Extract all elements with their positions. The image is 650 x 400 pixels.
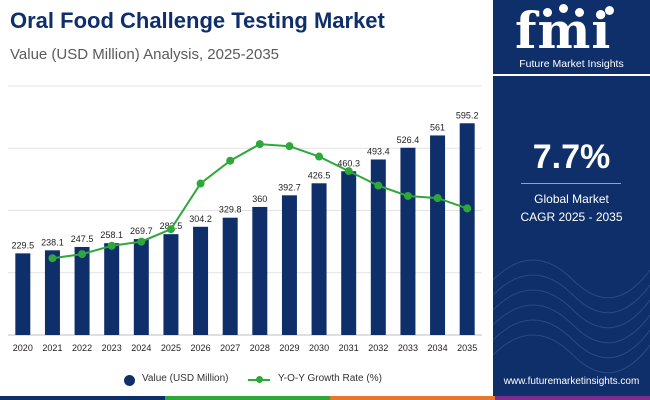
bar-value-label: 258.1: [100, 230, 123, 240]
logo-divider: [493, 74, 650, 76]
x-tick-label: 2031: [339, 343, 359, 353]
bar: [459, 123, 475, 335]
website-link[interactable]: www.futuremarketinsights.com: [503, 376, 640, 387]
logo-name: Future Market Insights: [519, 58, 624, 70]
brand-logo[interactable]: fmi Future Market Insights: [493, 0, 650, 74]
growth-point: [137, 237, 146, 246]
growth-point: [226, 156, 235, 165]
growth-point: [285, 142, 294, 151]
x-tick-label: 2028: [250, 343, 270, 353]
bar-value-label: 304.2: [189, 214, 212, 224]
growth-point: [255, 140, 264, 149]
side-panel: fmi Future Market Insights 7.7% Global M…: [493, 0, 650, 400]
bar-value-label: 247.5: [71, 234, 94, 244]
bar-value-label: 360: [252, 194, 267, 204]
logo-dot-icon: [575, 8, 584, 17]
logo-dot-icon: [543, 8, 552, 17]
bar: [133, 239, 149, 335]
growth-point: [48, 254, 57, 263]
stripe-segment-green: [165, 396, 330, 400]
decorative-wave-icon: [493, 259, 650, 374]
bar: [163, 234, 179, 335]
x-tick-label: 2023: [102, 343, 122, 353]
growth-point: [374, 181, 383, 190]
bar: [341, 171, 357, 335]
x-tick-label: 2025: [161, 343, 181, 353]
bar-value-label: 595.2: [456, 110, 479, 120]
page-subtitle: Value (USD Million) Analysis, 2025-2035: [10, 46, 280, 63]
bar-value-label: 526.4: [397, 135, 420, 145]
market-chart: 229.5 2020 238.1 2021 247.5 2022 258.1 2023 269.…: [8, 85, 482, 353]
growth-point: [463, 204, 472, 213]
x-tick-label: 2030: [309, 343, 329, 353]
x-tick-label: 2021: [42, 343, 62, 353]
bar-value-label: 460.3: [337, 158, 360, 168]
bar-value-label: 238.1: [41, 237, 64, 247]
cagr-label-line2: CAGR 2025 - 2035: [520, 210, 623, 224]
x-tick-label: 2034: [428, 343, 448, 353]
bar: [311, 183, 327, 335]
growth-point: [196, 179, 205, 188]
stripe-segment-purple: [495, 396, 650, 400]
bar: [44, 250, 60, 335]
bar: [281, 195, 297, 335]
legend-line-label: Y-O-Y Growth Rate (%): [278, 373, 382, 384]
legend-line-marker: [256, 376, 263, 383]
x-tick-label: 2029: [279, 343, 299, 353]
cagr-value: 7.7%: [532, 138, 611, 176]
cagr-label-line1: Global Market: [534, 192, 609, 206]
bar-value-label: 269.7: [130, 226, 153, 236]
page-title: Oral Food Challenge Testing Market: [10, 8, 385, 33]
cagr-divider: [521, 183, 621, 184]
bar-value-label: 229.5: [12, 240, 35, 250]
bar: [370, 159, 386, 335]
x-tick-label: 2032: [368, 343, 388, 353]
bar-value-label: 329.8: [219, 205, 242, 215]
x-tick-label: 2027: [220, 343, 240, 353]
bar-value-label: 493.4: [367, 146, 390, 156]
x-tick-label: 2020: [13, 343, 33, 353]
legend-bar-label: Value (USD Million): [142, 373, 229, 384]
cagr-label: Global Market CAGR 2025 - 2035: [493, 190, 650, 226]
x-tick-label: 2033: [398, 343, 418, 353]
bar-value-label: 561: [430, 122, 445, 132]
chart-legend: Value (USD Million) Y-O-Y Growth Rate (%…: [120, 372, 382, 388]
x-tick-label: 2035: [457, 343, 477, 353]
growth-point: [344, 167, 353, 176]
stripe-segment-orange: [330, 396, 495, 400]
x-tick-label: 2022: [72, 343, 92, 353]
bar: [252, 206, 268, 335]
logo-dot-icon: [605, 6, 614, 15]
bar: [193, 226, 209, 335]
growth-point: [433, 194, 442, 203]
bar: [15, 253, 31, 335]
growth-point: [315, 152, 324, 161]
x-tick-label: 2024: [131, 343, 151, 353]
bar-value-label: 426.5: [308, 170, 331, 180]
growth-point: [78, 250, 87, 259]
bar: [74, 246, 90, 335]
bar: [104, 243, 120, 335]
bar: [430, 135, 446, 335]
bar: [400, 147, 416, 335]
growth-point: [403, 191, 412, 200]
bar-value-label: 392.7: [278, 182, 301, 192]
bar: [222, 217, 238, 335]
growth-point: [107, 241, 116, 250]
stripe-segment-blue: [0, 396, 165, 400]
x-tick-label: 2026: [191, 343, 211, 353]
growth-point: [166, 225, 175, 234]
logo-dot-icon: [559, 4, 568, 13]
legend-bar-swatch: [124, 375, 135, 386]
logo-letters: fmi: [515, 1, 612, 60]
